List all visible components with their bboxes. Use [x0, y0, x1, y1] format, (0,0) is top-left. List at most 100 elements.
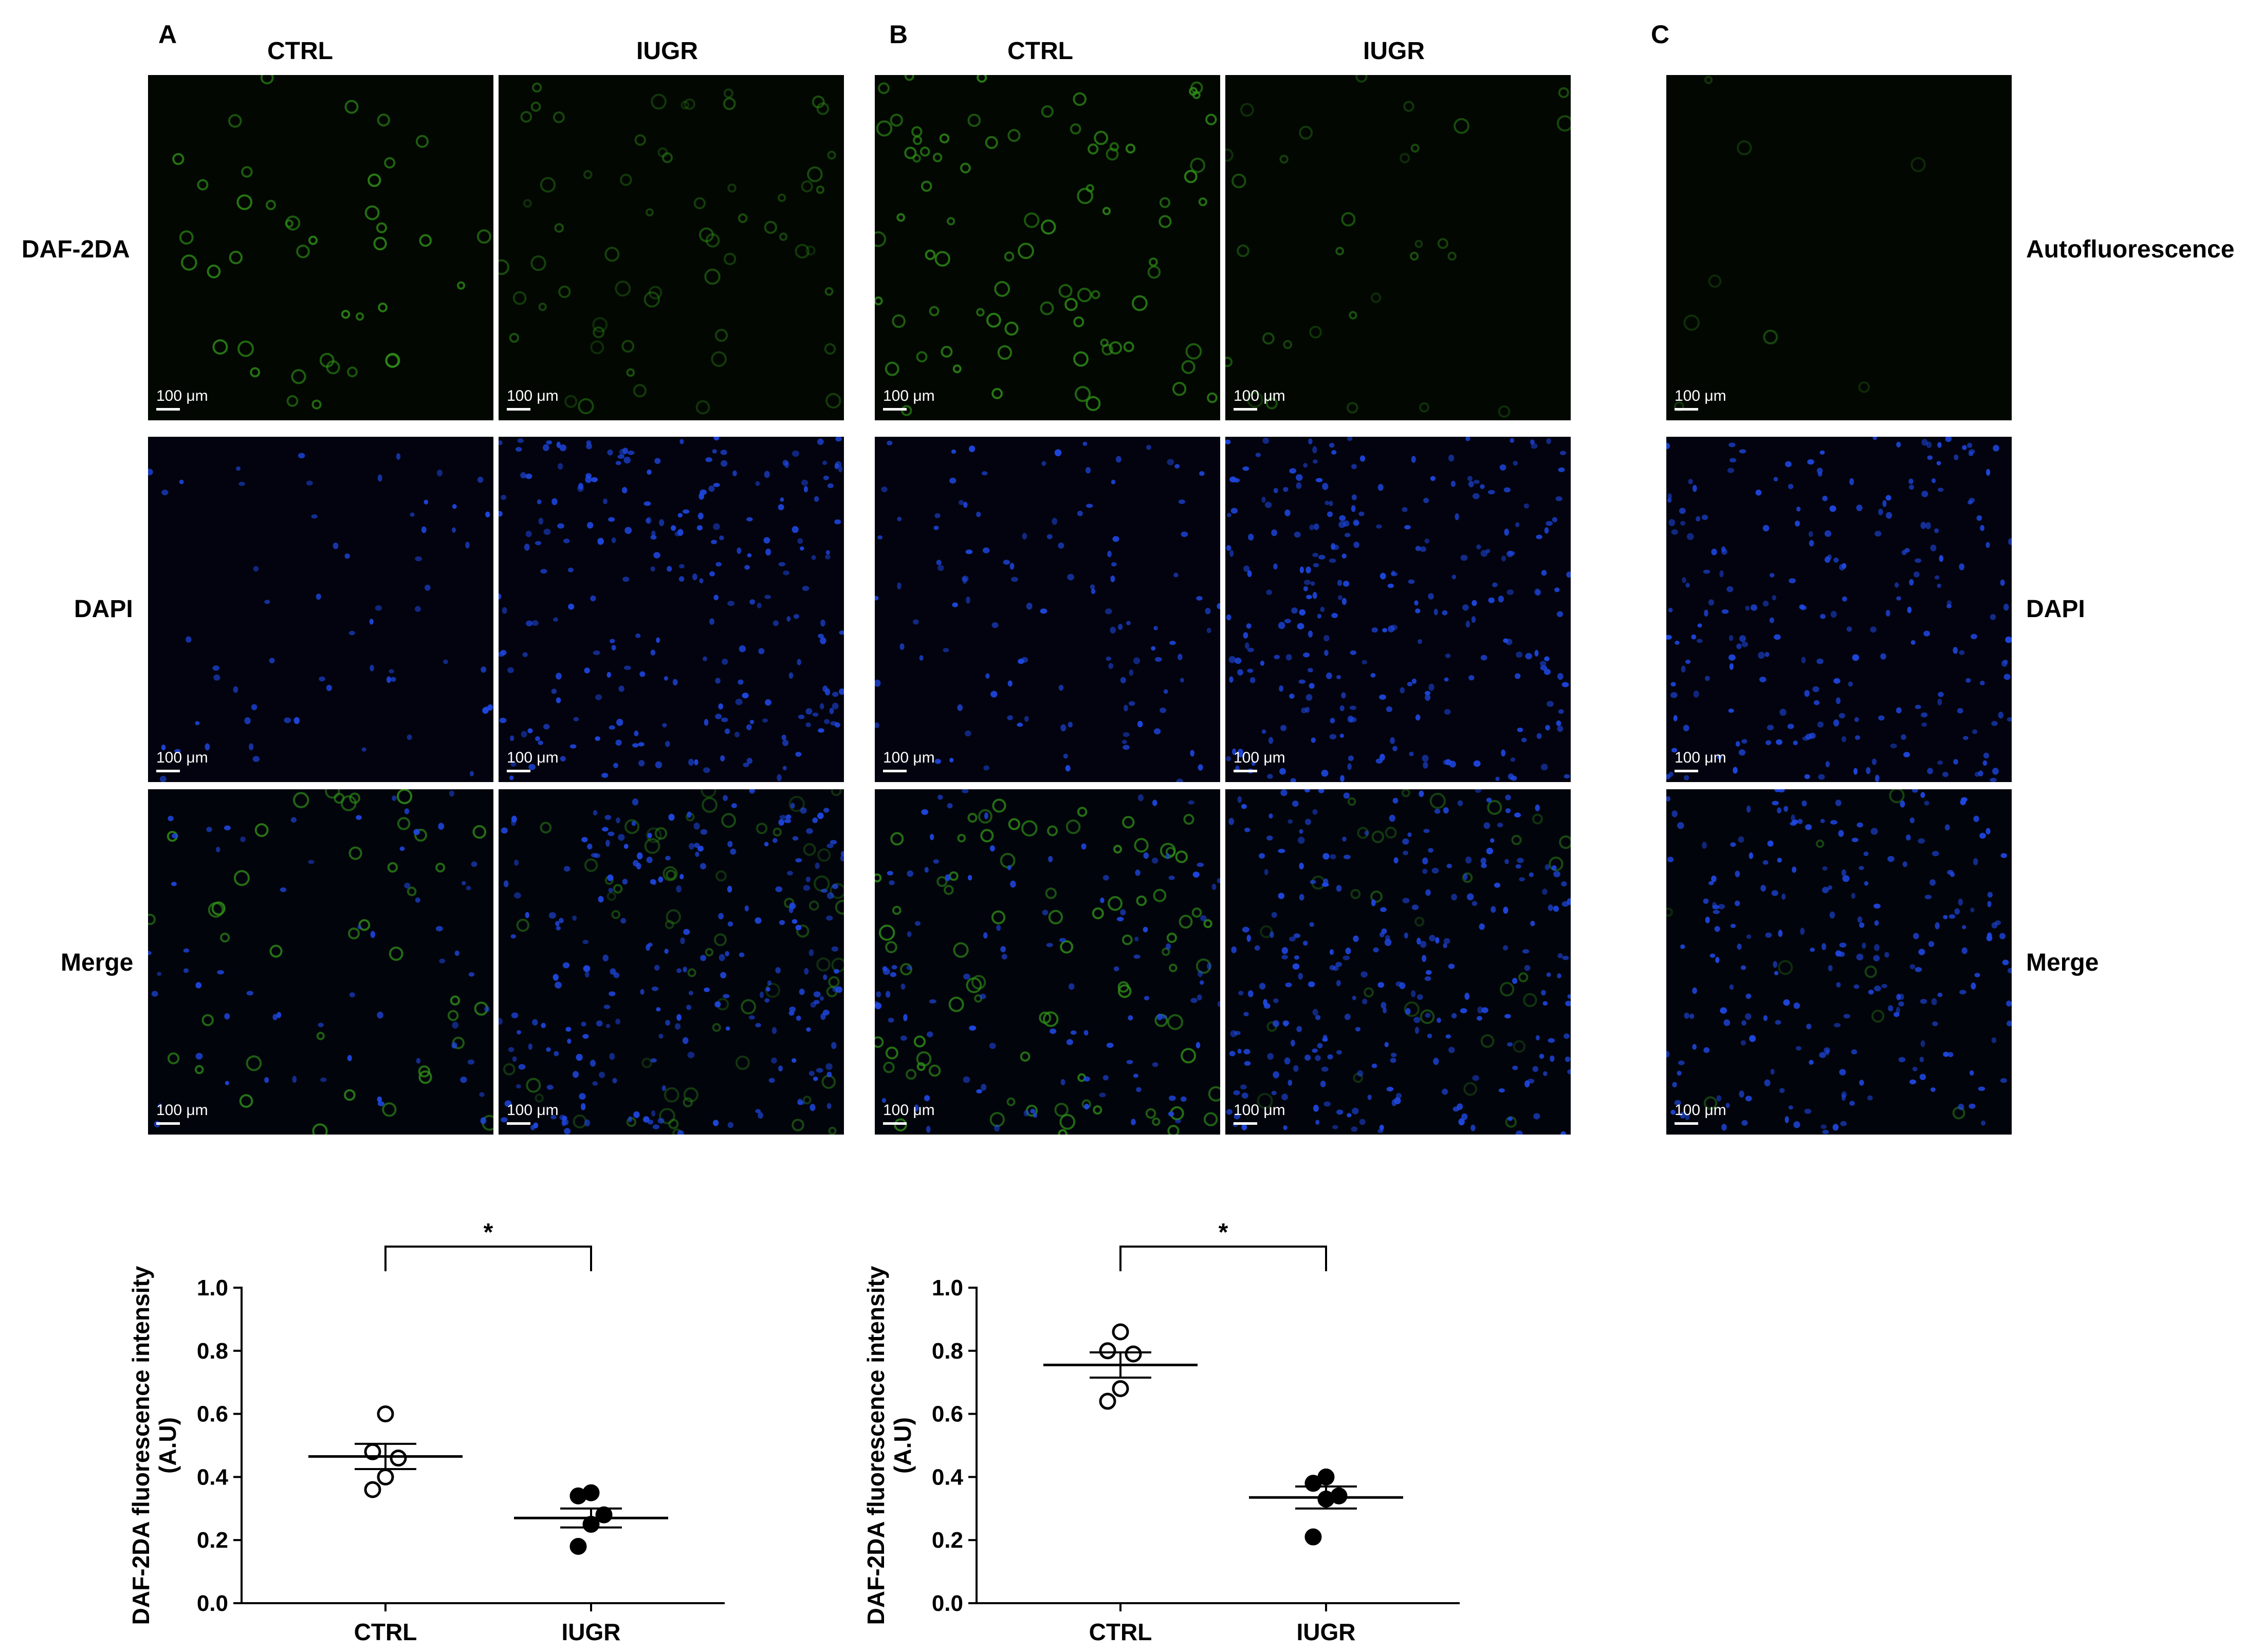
micrograph-b-iugr-dapi: 100 μm	[1225, 437, 1571, 782]
x-tick-label: CTRL	[1089, 1619, 1152, 1645]
scale-bar-label: 100 μm	[507, 387, 559, 404]
y-axis-label-line1: DAF-2DA fluorescence intensity	[862, 1266, 889, 1625]
scale-bar: 100 μm	[1675, 387, 1726, 411]
y-tick-label: 0.0	[197, 1591, 228, 1616]
scale-bar-label: 100 μm	[883, 387, 935, 404]
y-tick-label: 0.0	[932, 1591, 963, 1616]
data-point	[1125, 1345, 1142, 1363]
scatter-chart-b: 0.0 0.2 0.4 0.6 0.8 1.0 CTRL IUGR DAF-2DA fluore…	[862, 1219, 1460, 1645]
scale-bar-line	[883, 1122, 907, 1125]
scale-bar: 100 μm	[1234, 749, 1285, 772]
scale-bar-label: 100 μm	[1675, 749, 1726, 766]
data-point	[595, 1506, 613, 1524]
x-tick-label: IUGR	[1297, 1619, 1356, 1645]
y-tick-label: 1.0	[932, 1275, 963, 1301]
data-point	[1099, 1342, 1116, 1360]
scale-bar-label: 100 μm	[1675, 1102, 1726, 1119]
y-tick-label: 0.6	[197, 1402, 228, 1427]
scale-bar: 100 μm	[156, 387, 208, 411]
significance-star: *	[1219, 1219, 1228, 1246]
scale-bar: 100 μm	[1675, 749, 1726, 772]
panel-letter-a: A	[158, 20, 177, 49]
scale-bar-line	[1675, 408, 1698, 411]
scale-bar: 100 μm	[883, 1102, 935, 1125]
micrograph-b-iugr-merge: 100 μm	[1225, 789, 1571, 1135]
scale-bar-line	[507, 408, 530, 411]
scale-bar: 100 μm	[507, 749, 559, 772]
data-point	[1112, 1323, 1129, 1341]
micrograph-c-control-dapi: 100 μm	[1666, 437, 2012, 782]
y-axis-label: DAF-2DA fluorescence intensity (A.U)	[862, 1266, 916, 1625]
row-label-daf: DAF-2DA	[22, 236, 130, 263]
scale-bar-line	[1675, 1122, 1698, 1125]
scale-bar-line	[156, 1122, 180, 1125]
row-label-merge-right: Merge	[2026, 949, 2099, 976]
scale-bar-label: 100 μm	[883, 1102, 935, 1119]
micrograph-a-ctrl-daf: 100 μm	[148, 75, 493, 420]
micrograph-c-control-daf: 100 μm	[1666, 75, 2012, 420]
data-point	[390, 1450, 407, 1467]
panel-letter-b: B	[889, 20, 908, 49]
column-header-ctrl-a: CTRL	[267, 38, 333, 65]
row-label-merge: Merge	[61, 949, 134, 976]
y-tick-label: 0.4	[932, 1464, 964, 1490]
panel-letter-c: C	[1651, 20, 1670, 49]
row-label-dapi-right: DAPI	[2026, 596, 2085, 623]
y-axis-label-line2: (A.U)	[889, 1417, 916, 1474]
scale-bar-label: 100 μm	[1234, 1102, 1285, 1119]
scale-bar: 100 μm	[156, 1102, 208, 1125]
y-axis-label-line2: (A.U)	[154, 1417, 181, 1474]
x-tick-label: CTRL	[354, 1619, 417, 1645]
y-tick-label: 0.8	[197, 1339, 228, 1364]
scale-bar: 100 μm	[883, 749, 935, 772]
data-point	[569, 1537, 587, 1555]
y-axis-label-line1: DAF-2DA fluorescence intensity	[127, 1266, 154, 1625]
scale-bar-line	[1234, 408, 1257, 411]
scale-bar-line	[507, 770, 530, 772]
scale-bar-label: 100 μm	[156, 749, 208, 766]
scale-bar-label: 100 μm	[1234, 749, 1285, 766]
scale-bar: 100 μm	[1234, 1102, 1285, 1125]
scale-bar: 100 μm	[1234, 387, 1285, 411]
chart-panel-a: 0.0 0.2 0.4 0.6 0.8 1.0 CTRL IUGR DAF-2DA fluore…	[118, 1213, 766, 1652]
scale-bar-line	[156, 408, 180, 411]
data-point	[1112, 1380, 1129, 1397]
scale-bar-label: 100 μm	[156, 387, 208, 404]
micrograph-b-iugr-daf: 100 μm	[1225, 75, 1571, 420]
y-tick-label: 0.6	[932, 1402, 963, 1427]
scale-bar: 100 μm	[1675, 1102, 1726, 1125]
micrograph-a-iugr-dapi: 100 μm	[499, 437, 844, 782]
micrograph-a-iugr-daf: 100 μm	[499, 75, 844, 420]
column-header-iugr-a: IUGR	[636, 38, 698, 65]
scale-bar-line	[507, 1122, 530, 1125]
scale-bar-label: 100 μm	[507, 1102, 559, 1119]
scatter-chart-a: 0.0 0.2 0.4 0.6 0.8 1.0 CTRL IUGR DAF-2DA fluore…	[127, 1219, 725, 1645]
micrograph-a-ctrl-dapi: 100 μm	[148, 437, 493, 782]
data-point	[377, 1405, 394, 1423]
column-header-iugr-b: IUGR	[1363, 38, 1425, 65]
y-tick-label: 1.0	[197, 1275, 228, 1301]
scale-bar: 100 μm	[156, 749, 208, 772]
micrograph-b-ctrl-merge: 100 μm	[875, 789, 1220, 1135]
scale-bar-line	[156, 770, 180, 772]
scale-bar-label: 100 μm	[156, 1102, 208, 1119]
data-point	[364, 1481, 381, 1498]
scale-bar-label: 100 μm	[1675, 387, 1726, 404]
x-tick-label: IUGR	[562, 1619, 621, 1645]
scale-bar-line	[1234, 1122, 1257, 1125]
scale-bar-line	[1234, 770, 1257, 772]
micrograph-b-ctrl-dapi: 100 μm	[875, 437, 1220, 782]
micrograph-a-iugr-merge: 100 μm	[499, 789, 844, 1135]
scale-bar: 100 μm	[883, 387, 935, 411]
micrograph-a-ctrl-merge: 100 μm	[148, 789, 493, 1135]
data-point	[1304, 1528, 1322, 1546]
scale-bar: 100 μm	[507, 387, 559, 411]
significance-bracket	[384, 1246, 592, 1271]
scale-bar-label: 100 μm	[1234, 387, 1285, 404]
scale-bar-label: 100 μm	[507, 749, 559, 766]
y-tick-label: 0.2	[197, 1528, 228, 1553]
data-point	[377, 1468, 394, 1486]
chart-panel-b: 0.0 0.2 0.4 0.6 0.8 1.0 CTRL IUGR DAF-2DA fluore…	[853, 1213, 1501, 1652]
y-tick-label: 0.8	[932, 1339, 963, 1364]
micrograph-b-ctrl-daf: 100 μm	[875, 75, 1220, 420]
